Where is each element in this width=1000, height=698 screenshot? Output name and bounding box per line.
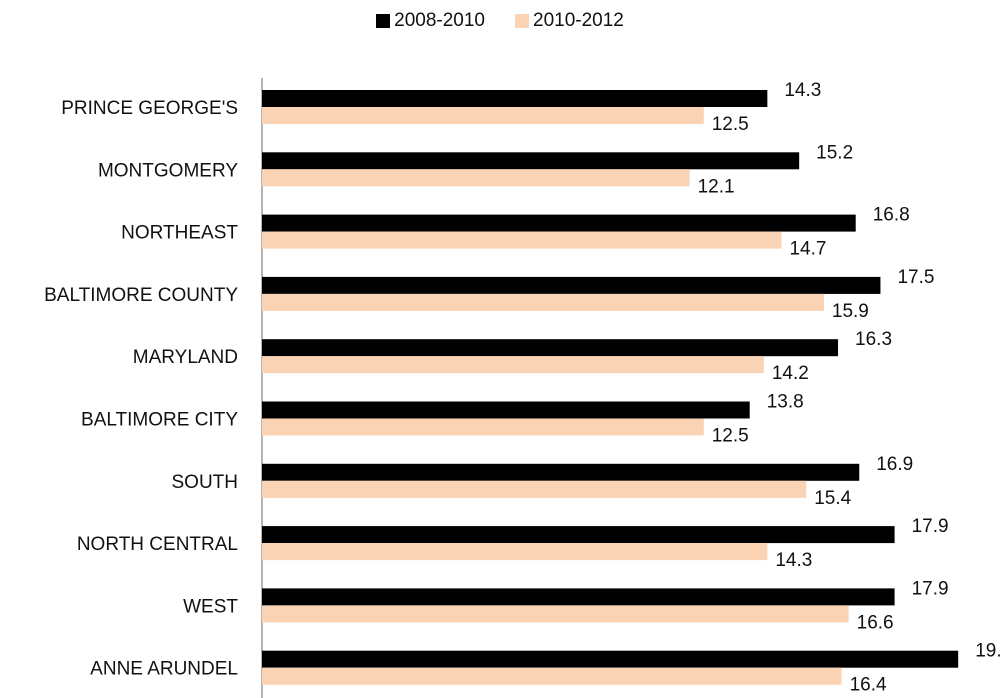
legend-swatch-series-2 bbox=[515, 14, 529, 28]
legend-item-series-2: 2010-2012 bbox=[515, 10, 624, 32]
data-label-series-1: 19.7 bbox=[975, 641, 1000, 662]
data-label-series-2: 16.4 bbox=[850, 675, 887, 696]
bar-series-2 bbox=[262, 605, 849, 623]
data-label-series-1: 17.5 bbox=[897, 267, 934, 288]
data-label-series-1: 17.9 bbox=[912, 578, 949, 599]
bar-series-2 bbox=[262, 169, 690, 187]
legend-item-series-1: 2008-2010 bbox=[376, 10, 485, 32]
data-label-series-2: 12.5 bbox=[712, 114, 749, 135]
bar-series-1 bbox=[262, 152, 800, 170]
legend-swatch-series-1 bbox=[376, 14, 391, 28]
bar-series-1 bbox=[262, 339, 839, 357]
bar-series-1 bbox=[262, 214, 856, 232]
bar-series-1 bbox=[262, 276, 881, 294]
bar-series-2 bbox=[262, 107, 704, 124]
category-label: MONTGOMERY bbox=[98, 160, 238, 181]
data-label-series-2: 15.9 bbox=[832, 301, 869, 322]
category-label: WEST bbox=[183, 596, 238, 617]
bar-series-1 bbox=[262, 526, 895, 544]
bar-series-2 bbox=[262, 418, 704, 436]
data-label-series-2: 14.7 bbox=[789, 239, 826, 260]
bar-series-2 bbox=[262, 543, 768, 561]
data-label-series-1: 16.3 bbox=[855, 329, 892, 350]
bar-series-1 bbox=[262, 588, 895, 606]
bar-series-1 bbox=[262, 650, 959, 668]
category-label: BALTIMORE CITY bbox=[81, 410, 238, 431]
legend-label-series-1: 2008-2010 bbox=[394, 10, 485, 31]
legend: 2008-2010 2010-2012 bbox=[0, 10, 1000, 32]
data-label-series-2: 16.6 bbox=[857, 612, 894, 633]
category-label: BALTIMORE COUNTY bbox=[44, 285, 238, 306]
data-label-series-1: 15.2 bbox=[816, 142, 853, 163]
data-label-series-2: 12.1 bbox=[698, 176, 735, 197]
data-label-series-2: 15.4 bbox=[814, 488, 851, 509]
bar-series-2 bbox=[262, 356, 764, 374]
data-label-series-1: 13.8 bbox=[767, 392, 804, 413]
bar-series-2 bbox=[262, 480, 807, 498]
data-label-series-1: 14.3 bbox=[784, 80, 821, 101]
bar-series-2 bbox=[262, 231, 782, 249]
bar-series-2 bbox=[262, 293, 824, 311]
category-label: PRINCE GEORGE'S bbox=[61, 98, 238, 119]
category-label: MARYLAND bbox=[133, 347, 238, 368]
bar-series-1 bbox=[262, 401, 750, 419]
category-label: NORTHEAST bbox=[121, 223, 238, 244]
data-label-series-1: 16.9 bbox=[876, 454, 913, 475]
data-label-series-2: 14.2 bbox=[772, 363, 809, 384]
data-label-series-2: 12.5 bbox=[712, 426, 749, 447]
bar-series-2 bbox=[262, 667, 842, 685]
legend-label-series-2: 2010-2012 bbox=[533, 10, 624, 31]
category-label: NORTH CENTRAL bbox=[77, 534, 238, 555]
category-label: SOUTH bbox=[172, 472, 239, 493]
data-label-series-1: 16.8 bbox=[873, 205, 910, 226]
bar-series-1 bbox=[262, 463, 860, 481]
data-label-series-1: 17.9 bbox=[912, 516, 949, 537]
category-label: ANNE ARUNDEL bbox=[90, 659, 238, 680]
data-label-series-2: 14.3 bbox=[775, 550, 812, 571]
bar-series-1 bbox=[262, 90, 768, 107]
